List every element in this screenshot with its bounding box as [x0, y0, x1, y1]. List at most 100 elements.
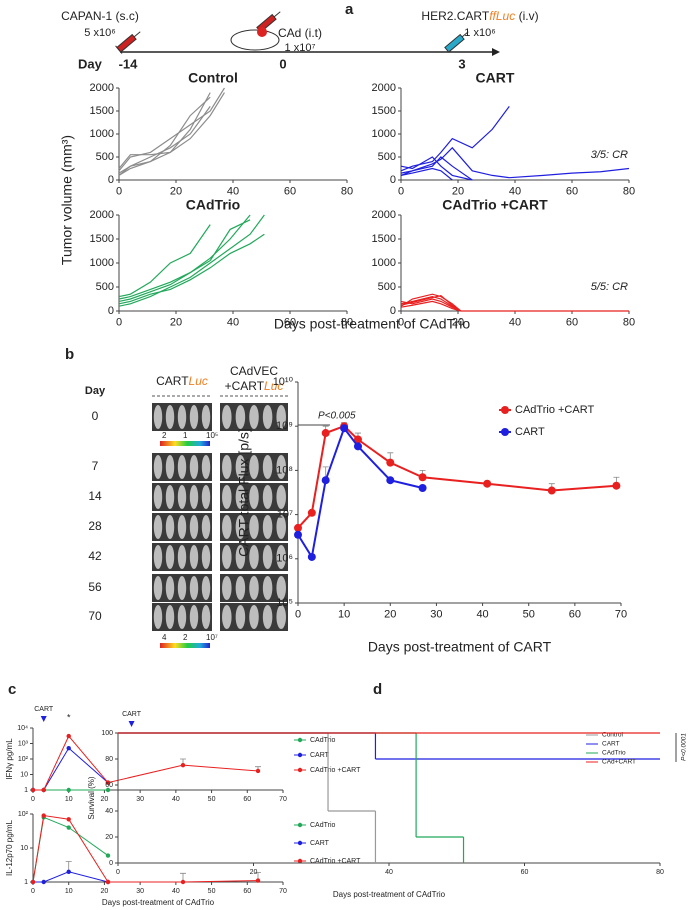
series-line	[400, 106, 510, 172]
y-tick-label: 1	[24, 879, 28, 886]
mouse-image	[165, 605, 175, 629]
y-tick-label: 500	[96, 281, 114, 293]
legend-marker	[297, 840, 303, 846]
group-name: CART	[156, 374, 189, 388]
data-point	[66, 869, 71, 874]
series-line	[118, 92, 225, 176]
y-axis-label: IL-12p70 pg/mL	[5, 819, 14, 876]
mouse-image	[165, 545, 175, 569]
series-line	[400, 300, 462, 312]
color-scale	[160, 441, 210, 446]
y-tick-label: 0	[390, 305, 396, 317]
x-tick-label: 60	[521, 869, 529, 876]
x-tick-label: 20	[452, 186, 464, 198]
mouse-image	[165, 455, 175, 479]
data-point	[353, 435, 362, 444]
x-tick-label: 20	[452, 317, 464, 329]
data-point	[483, 479, 492, 488]
x-tick-label: 80	[656, 869, 664, 876]
x-tick-label: 50	[208, 888, 216, 895]
day-label: 28	[88, 519, 102, 533]
mouse-image	[262, 405, 273, 429]
x-tick-label: 10	[65, 888, 73, 895]
x-tick-label: 40	[227, 317, 239, 329]
y-tick-label: 0	[108, 305, 114, 317]
y-tick-label: 40	[105, 808, 113, 815]
x-tick-label: 40	[227, 186, 239, 198]
data-point	[105, 780, 111, 785]
mouse-image	[222, 545, 232, 569]
group-name: +CART	[225, 379, 265, 393]
data-point	[255, 878, 261, 883]
legend-label: CART	[515, 426, 545, 438]
mouse-image	[177, 515, 187, 539]
x-tick-label: 10	[338, 609, 350, 621]
legend-label: CAdTrio +CART	[310, 858, 361, 865]
x-tick-label: 40	[509, 186, 521, 198]
series-line	[33, 735, 259, 791]
mouse-image	[153, 545, 163, 569]
data-point	[105, 879, 111, 885]
legend-label: CAdTrio +CART	[515, 404, 594, 416]
mouse-image	[201, 605, 211, 629]
group-reporter: Luc	[264, 379, 283, 393]
x-tick-label: 0	[295, 609, 301, 621]
virus-label: CAd (i.t)	[278, 26, 322, 40]
group-header: +CARTLuc	[225, 379, 284, 393]
scale-label: 10⁵	[206, 431, 218, 440]
series-line	[118, 87, 225, 172]
legend-label: CAdTrio +CART	[310, 767, 361, 774]
mouse-image	[201, 515, 211, 539]
mouse-image	[222, 515, 232, 539]
y-tick-label: 500	[378, 151, 396, 163]
y-tick-label: 10²	[18, 811, 29, 818]
series-line	[400, 295, 629, 312]
x-tick-label: 20	[101, 888, 109, 895]
data-point	[255, 768, 261, 774]
scale-label: 2	[183, 633, 188, 642]
legend-marker	[297, 858, 303, 864]
tumor-icon	[257, 27, 267, 37]
data-point	[340, 424, 349, 433]
mouse-image	[222, 485, 232, 509]
day-value: 0	[279, 56, 286, 71]
x-tick-label: 30	[136, 888, 144, 895]
scale-label: 4	[162, 633, 167, 642]
x-tick-label: 40	[385, 869, 393, 876]
mouse-image	[262, 576, 273, 600]
legend-label: CART	[310, 840, 330, 847]
x-tick-label: 0	[116, 186, 122, 198]
x-tick-label: 60	[569, 609, 581, 621]
data-point	[41, 879, 46, 885]
series-line	[118, 233, 265, 305]
data-point	[321, 476, 330, 485]
schematic: CAPAN-1 (s.c) 5 x10⁶ CAd (i.t) 1 x10⁷ HE…	[61, 9, 538, 71]
series-line	[400, 293, 462, 312]
y-tick-label: 1	[24, 787, 28, 794]
mouse-image	[222, 576, 232, 600]
data-point	[321, 429, 330, 438]
x-tick-label: 40	[509, 317, 521, 329]
mouse-image	[249, 515, 259, 539]
x-tick-label: 40	[476, 609, 488, 621]
data-point	[180, 762, 186, 768]
mouse-image	[177, 605, 187, 629]
data-point	[66, 733, 71, 739]
series-line	[118, 219, 251, 300]
car-label: HER2.CARTffLuc (i.v)	[421, 9, 538, 23]
data-point	[386, 476, 395, 485]
x-tick-label: 50	[523, 609, 535, 621]
x-axis-label: Days post-treatment of CAdTrio	[274, 316, 471, 332]
mouse-image	[276, 455, 286, 479]
y-tick-label: 1500	[372, 105, 396, 117]
day-label: 70	[88, 609, 102, 623]
scale-label: 10⁷	[206, 633, 218, 642]
panel-label: d	[373, 681, 382, 698]
day-label: 7	[92, 459, 99, 473]
mouse-image	[276, 485, 286, 509]
panel-label: b	[65, 346, 74, 363]
x-axis-label: Days post-treatment of CART	[368, 639, 552, 655]
mouse-image	[153, 405, 163, 429]
chart-title: CAdTrio +CART	[442, 197, 548, 213]
